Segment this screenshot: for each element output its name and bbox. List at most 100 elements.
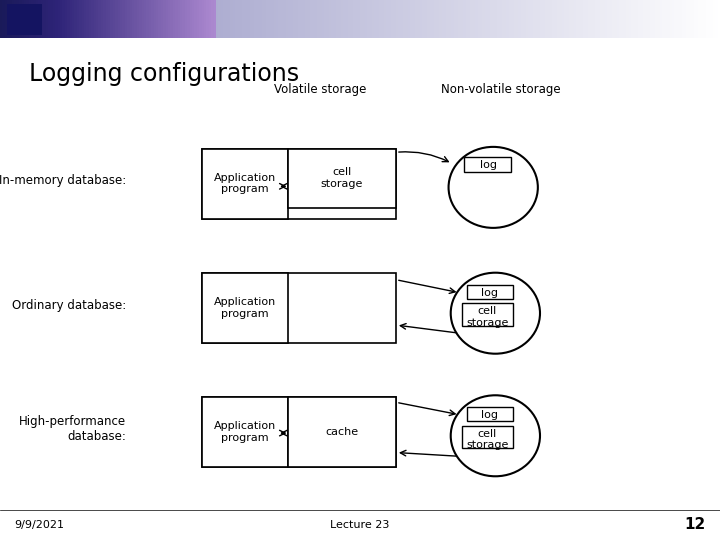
Bar [63,0,65,38]
Bar [218,0,221,38]
Bar [562,0,564,38]
Bar [315,0,317,38]
Bar [403,0,405,38]
Bar [199,0,202,38]
Bar [559,0,562,38]
Bar [545,0,547,38]
Bar [629,0,631,38]
Bar [274,0,276,38]
Bar [682,0,684,38]
Bar [156,0,158,38]
Bar [365,0,367,38]
Text: cell
storage: cell storage [321,167,363,189]
Bar [204,0,207,38]
Bar [238,0,240,38]
Bar [166,0,168,38]
Bar [96,0,99,38]
Bar [120,0,122,38]
Bar [410,0,413,38]
FancyBboxPatch shape [202,397,396,467]
Bar [178,0,180,38]
Bar [331,0,333,38]
Bar [535,0,538,38]
Text: Application
program: Application program [214,173,276,194]
Bar [684,0,686,38]
Bar [2,0,5,38]
Bar [110,0,113,38]
Bar [146,0,149,38]
Bar [29,0,31,38]
FancyBboxPatch shape [202,148,396,219]
Bar [269,0,271,38]
Bar [528,0,531,38]
Bar [506,0,509,38]
Bar [182,0,185,38]
Bar [430,0,432,38]
Bar [677,0,679,38]
Bar [698,0,701,38]
Bar [235,0,238,38]
Bar [360,0,362,38]
Bar [99,0,101,38]
Bar [490,0,492,38]
Bar [662,0,665,38]
Bar [319,0,322,38]
Bar [271,0,274,38]
Bar [708,0,711,38]
Bar [216,0,218,38]
Bar [27,0,29,38]
Bar [358,0,360,38]
Bar [497,0,499,38]
Bar [329,0,331,38]
Bar [297,0,300,38]
Text: Ordinary database:: Ordinary database: [12,299,126,312]
Bar [653,0,655,38]
Bar [518,0,521,38]
Bar [715,0,718,38]
Bar [117,0,120,38]
Bar [384,0,387,38]
Bar [432,0,434,38]
Bar [595,0,598,38]
Text: Volatile storage: Volatile storage [274,83,366,96]
Bar [22,0,24,38]
Bar [502,0,504,38]
Bar [81,0,84,38]
Bar [161,0,163,38]
Bar [14,0,17,38]
Bar [485,0,487,38]
Bar [276,0,279,38]
Bar [531,0,533,38]
Bar [590,0,593,38]
Bar [405,0,408,38]
FancyBboxPatch shape [202,273,396,343]
Bar [189,0,192,38]
Bar [322,0,324,38]
Bar [626,0,629,38]
Bar [245,0,247,38]
Bar [377,0,379,38]
Bar [463,0,466,38]
Bar [660,0,662,38]
Bar [542,0,545,38]
Bar [583,0,585,38]
Text: log: log [480,160,497,170]
Bar [398,0,401,38]
Bar [614,0,617,38]
Bar [487,0,490,38]
Bar [482,0,485,38]
Bar [554,0,557,38]
Bar [233,0,235,38]
Bar [194,0,197,38]
Bar [413,0,415,38]
Bar [17,0,19,38]
Ellipse shape [451,273,540,354]
Bar [401,0,403,38]
Bar [581,0,583,38]
Bar [252,0,254,38]
Bar [286,0,288,38]
Bar [706,0,708,38]
Bar [675,0,677,38]
Bar [336,0,338,38]
Bar [434,0,437,38]
